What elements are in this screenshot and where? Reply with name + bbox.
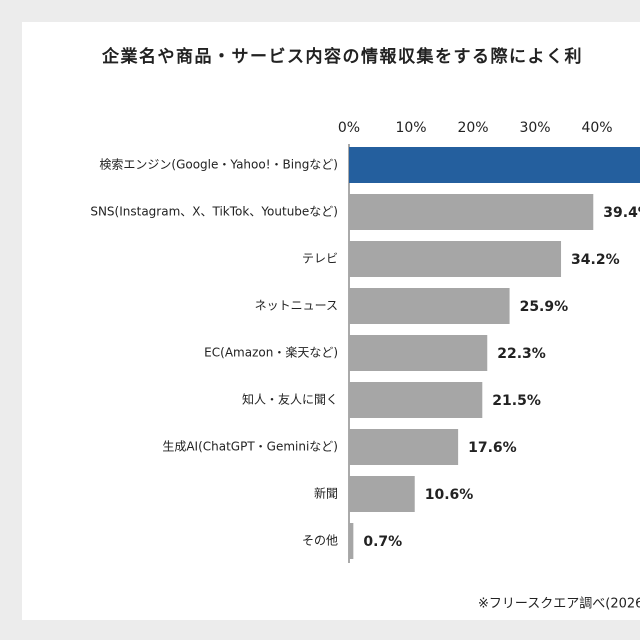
bar xyxy=(349,476,415,512)
category-label: 検索エンジン(Google・Yahoo!・Bingなど) xyxy=(99,158,338,172)
bar xyxy=(349,194,594,230)
bar xyxy=(349,382,483,418)
value-label: 39.4% xyxy=(603,205,640,221)
value-label: 0.7% xyxy=(363,534,402,550)
bar xyxy=(349,335,488,371)
bar xyxy=(349,241,562,277)
bar xyxy=(349,147,640,183)
category-label: その他 xyxy=(302,534,338,548)
value-label: 22.3% xyxy=(497,346,546,362)
category-label: 知人・友人に聞く xyxy=(242,393,338,407)
x-tick-label: 20% xyxy=(457,120,488,136)
category-label: 新聞 xyxy=(314,486,338,501)
value-label: 21.5% xyxy=(492,393,541,409)
category-label: テレビ xyxy=(302,252,338,266)
chart-title: 企業名や商品・サービス内容の情報収集をする際によく利 xyxy=(101,46,583,67)
value-label: 10.6% xyxy=(425,487,474,503)
value-label: 25.9% xyxy=(520,299,569,315)
category-label: 生成AI(ChatGPT・Geminiなど) xyxy=(162,440,338,454)
value-label: 34.2% xyxy=(571,252,620,268)
bar xyxy=(349,288,510,324)
bar xyxy=(349,429,459,465)
note: ※フリースクエア調べ(2026 xyxy=(478,597,640,612)
x-tick-label: 40% xyxy=(581,120,612,136)
category-label: SNS(Instagram、X、TikTok、Youtubeなど) xyxy=(90,205,338,219)
x-tick-label: 30% xyxy=(519,120,550,136)
panel xyxy=(22,22,640,620)
value-label: 17.6% xyxy=(468,440,517,456)
category-label: ネットニュース xyxy=(255,299,338,313)
x-tick-label: 10% xyxy=(395,120,426,136)
category-label: EC(Amazon・楽天など) xyxy=(204,346,338,360)
x-tick-label: 0% xyxy=(338,120,360,136)
bar xyxy=(349,523,354,559)
